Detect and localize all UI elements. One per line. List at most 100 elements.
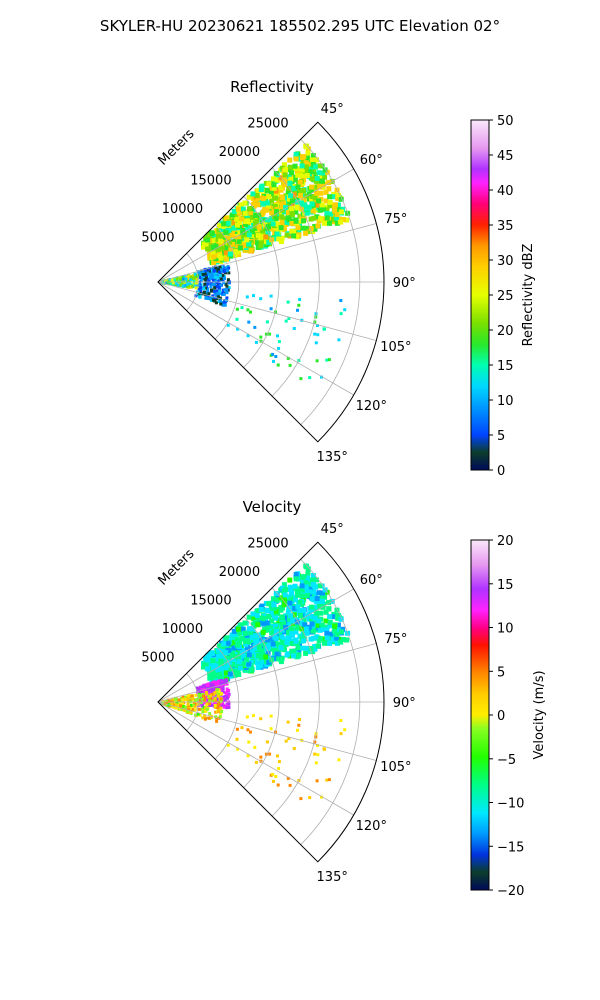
echo-gate <box>259 297 263 301</box>
echo-gate <box>231 639 237 645</box>
echo-gate <box>289 221 295 226</box>
echo-gate <box>213 286 217 290</box>
echo-gate <box>289 648 295 654</box>
echo-gate <box>274 209 280 215</box>
echo-gate <box>300 579 306 585</box>
colorbar-gradient <box>470 539 490 891</box>
echo-gate <box>243 642 249 648</box>
echo-gate <box>175 277 179 281</box>
echo-gate <box>234 243 240 249</box>
echo-gate <box>193 272 197 276</box>
echo-gate <box>286 776 290 780</box>
echo-gate <box>215 293 219 297</box>
echo-gate <box>276 334 279 338</box>
echo-gate <box>293 629 299 635</box>
colorbar-tick-label: 0 <box>497 709 505 724</box>
echo-gate <box>223 230 229 235</box>
echo-gate <box>264 752 268 756</box>
echo-gate <box>293 576 299 582</box>
echo-gate <box>186 710 190 714</box>
echo-gate <box>175 701 179 705</box>
echo-gate <box>293 572 299 577</box>
echo-gate <box>303 589 309 594</box>
echo-gate <box>211 294 215 298</box>
echo-gate <box>252 619 258 625</box>
echo-gate <box>198 713 202 717</box>
echo-gate <box>220 249 226 255</box>
echo-gate <box>252 714 255 718</box>
echo-gate <box>238 622 244 628</box>
echo-gate <box>303 160 309 166</box>
echo-gate <box>256 644 262 650</box>
echo-gate <box>216 683 220 687</box>
echo-gate <box>338 219 344 225</box>
echo-gate <box>324 215 330 221</box>
echo-gate <box>205 707 209 711</box>
echo-gate <box>269 226 275 232</box>
azimuth-tick-label: 105° <box>380 760 411 775</box>
echo-gate <box>297 723 301 727</box>
echo-gate <box>272 203 278 209</box>
echo-gate <box>265 624 271 630</box>
echo-gate <box>308 636 314 642</box>
echo-gate <box>203 714 207 718</box>
echo-gate <box>340 206 346 212</box>
echo-gate <box>246 754 250 758</box>
echo-gate <box>309 184 315 190</box>
azimuth-tick-label: 90° <box>393 696 416 711</box>
echo-gate <box>207 653 213 659</box>
colorbar-tick-label: −20 <box>497 884 524 899</box>
echo-gate <box>259 335 263 339</box>
echo-gate <box>232 252 238 258</box>
echo-gate <box>197 690 201 694</box>
echo-gate <box>235 206 241 212</box>
echo-gate <box>322 174 328 180</box>
echo-gate <box>196 712 200 716</box>
echo-gate <box>213 663 219 669</box>
echo-gate <box>185 282 189 286</box>
echo-gate <box>176 283 180 287</box>
echo-gate <box>207 272 211 276</box>
echo-gate <box>211 260 217 266</box>
echo-gate <box>305 570 311 576</box>
echo-gate <box>266 659 272 665</box>
echo-gate <box>327 640 332 646</box>
echo-gate <box>202 287 206 291</box>
azimuth-spoke <box>157 701 354 816</box>
echo-gate <box>313 190 319 196</box>
echo-gate <box>225 679 229 683</box>
echo-gate <box>207 278 211 282</box>
echo-gate <box>183 705 187 709</box>
echo-gate <box>218 265 222 269</box>
echo-gate <box>217 286 221 290</box>
echo-gate <box>168 700 172 703</box>
echo-gate <box>270 221 276 227</box>
echo-gate <box>292 327 296 330</box>
echo-gate <box>206 288 210 292</box>
echo-gate <box>314 604 320 610</box>
echo-gate <box>206 686 210 690</box>
echo-gate <box>221 703 225 707</box>
echo-gate <box>178 283 182 287</box>
echo-gate <box>288 596 294 602</box>
echo-gate <box>281 597 287 603</box>
echo-gate <box>234 642 240 648</box>
echo-gate <box>272 779 275 783</box>
echo-gate <box>254 340 258 344</box>
echo-gate <box>246 652 252 658</box>
echo-gate <box>231 628 237 634</box>
echo-gate <box>258 243 264 249</box>
echo-gate <box>273 188 279 194</box>
echo-gate <box>196 292 200 295</box>
echo-gate <box>216 706 220 710</box>
echo-gate <box>265 217 270 223</box>
echo-gate <box>245 638 251 644</box>
echo-gate <box>301 608 306 613</box>
echo-gate <box>320 170 326 176</box>
echo-gate <box>303 650 309 656</box>
echo-gate <box>263 234 269 240</box>
echo-gate <box>303 206 309 212</box>
echo-gate <box>191 697 195 701</box>
echo-gate <box>322 594 328 600</box>
echo-gate <box>225 695 229 699</box>
